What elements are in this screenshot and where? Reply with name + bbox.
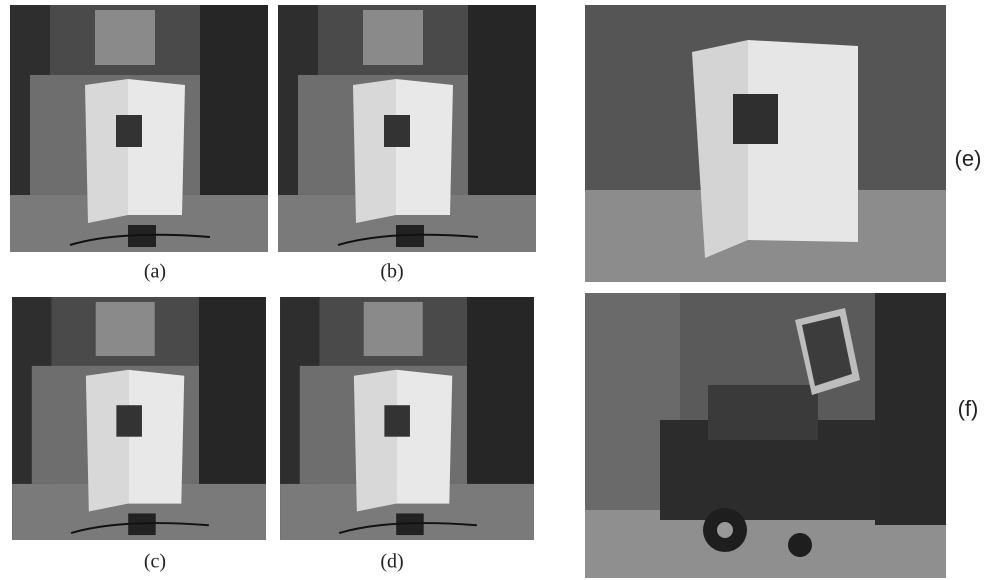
panel-label: (f) bbox=[958, 396, 979, 421]
photo bbox=[12, 297, 266, 540]
photo bbox=[585, 293, 946, 578]
panel-label: (b) bbox=[380, 261, 403, 283]
photo bbox=[280, 297, 534, 540]
photo bbox=[278, 5, 536, 252]
panel-label: (e) bbox=[955, 146, 982, 171]
panel-label: (d) bbox=[380, 551, 403, 573]
photo bbox=[585, 5, 946, 282]
photo bbox=[10, 5, 268, 252]
figure: (a) (b) (c) (d) (e) (f) bbox=[0, 0, 987, 580]
panel-label: (c) bbox=[144, 551, 166, 573]
panel-label: (a) bbox=[144, 261, 166, 283]
